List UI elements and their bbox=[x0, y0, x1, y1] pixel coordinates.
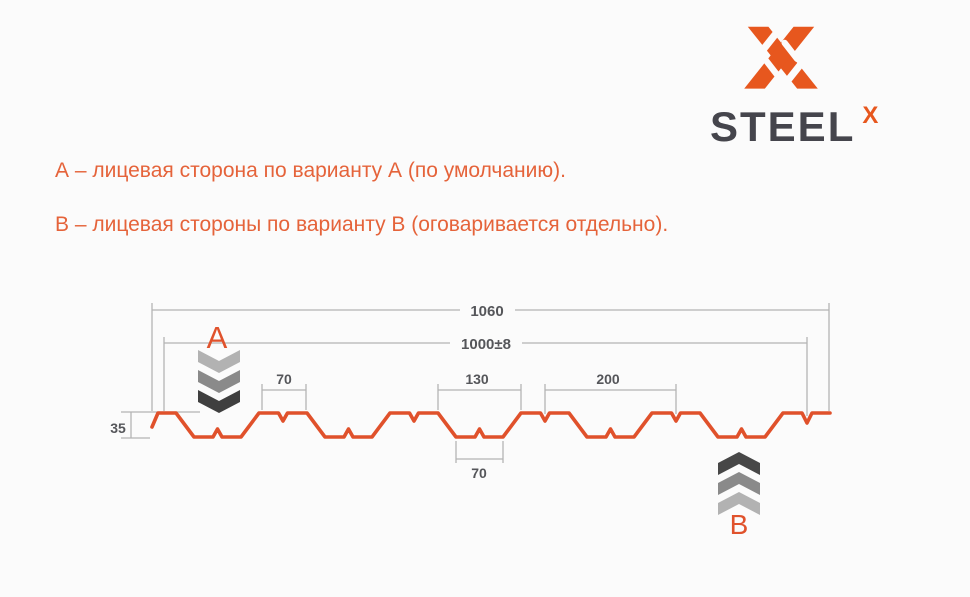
dim-valley-width: 70 bbox=[455, 441, 504, 481]
dim-label-pitch: 200 bbox=[596, 371, 620, 387]
legend-notes: А – лицевая сторона по варианту А (по ум… bbox=[55, 158, 668, 266]
dim-overall-width: 1060 bbox=[151, 303, 830, 411]
dim-label-height: 35 bbox=[110, 420, 126, 436]
chevron-down-icon bbox=[198, 390, 240, 413]
dim-label-valley: 70 bbox=[471, 465, 487, 481]
chevron-down-icon bbox=[198, 370, 240, 393]
brand-logo: STEEL X bbox=[710, 24, 920, 148]
chevron-up-icon bbox=[718, 492, 760, 515]
chevron-up-icon bbox=[718, 452, 760, 475]
chevron-down-icon bbox=[198, 350, 240, 373]
dim-crest-width: 70 bbox=[261, 371, 307, 410]
dim-label-working: 1000±8 bbox=[461, 336, 511, 353]
brand-name: STEEL bbox=[710, 103, 856, 150]
brand-wordmark: STEEL X bbox=[710, 102, 920, 150]
side-a-marker: А bbox=[198, 320, 240, 413]
dim-label-crest: 70 bbox=[276, 371, 292, 387]
side-b-marker: В bbox=[718, 452, 760, 540]
side-b-letter: В bbox=[730, 509, 749, 540]
dim-trough-width: 130 bbox=[437, 371, 522, 410]
side-a-letter: А bbox=[207, 320, 228, 355]
brand-sup-x: X bbox=[862, 102, 879, 129]
dim-label-trough: 130 bbox=[465, 371, 489, 387]
dim-working-width: 1000±8 bbox=[163, 336, 808, 416]
chevron-up-icon bbox=[718, 472, 760, 495]
dim-pitch: 200 bbox=[544, 371, 677, 414]
steelx-logo-icon bbox=[744, 24, 818, 94]
note-variant-a: А – лицевая сторона по варианту А (по ум… bbox=[55, 159, 566, 182]
note-variant-b: В – лицевая стороны по варианту В (огова… bbox=[55, 213, 669, 236]
sheet-profile-outline bbox=[150, 411, 832, 439]
dim-label-overall: 1060 bbox=[470, 303, 503, 320]
